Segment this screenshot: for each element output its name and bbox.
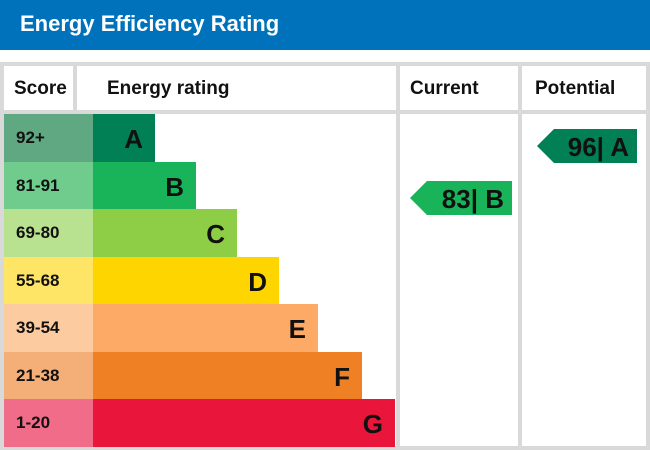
band-bar-a: A [93,114,155,162]
header-potential: Potential [522,66,646,110]
header-score: Score [4,66,73,110]
band-bar-e: E [93,304,318,352]
band-row-b: 81-91 B [4,161,196,210]
band-score: 69-80 [4,209,93,257]
current-rating-arrow: 83| B [410,181,512,215]
band-score: 92+ [4,114,93,162]
band-score: 21-38 [4,351,93,400]
band-row-f: 21-38 F [4,351,362,400]
band-row-e: 39-54 E [4,304,318,352]
potential-rating-arrow: 96| A [537,129,637,163]
current-rating-label: 83| B [441,184,504,214]
band-bar-b: B [93,161,196,210]
header-energy-rating: Energy rating [77,66,396,110]
potential-rating-label: 96| A [567,132,629,162]
band-score: 55-68 [4,256,93,305]
band-bar-f: F [93,351,362,400]
band-score: 39-54 [4,304,93,352]
band-bar-g: G [93,399,395,447]
band-score: 1-20 [4,399,93,447]
band-score: 81-91 [4,161,93,210]
current-arrow-shape [410,181,512,215]
band-row-g: 1-20 G [4,399,395,447]
band-bar-c: C [93,209,237,257]
potential-arrow-shape [537,129,637,163]
band-row-d: 55-68 D [4,256,279,305]
chart-title: Energy Efficiency Rating [0,0,650,50]
header-current: Current [400,66,518,110]
current-column [400,114,518,446]
band-bar-d: D [93,256,279,305]
band-row-c: 69-80 C [4,209,237,257]
potential-column [522,114,646,446]
band-row-a: 92+ A [4,114,155,162]
